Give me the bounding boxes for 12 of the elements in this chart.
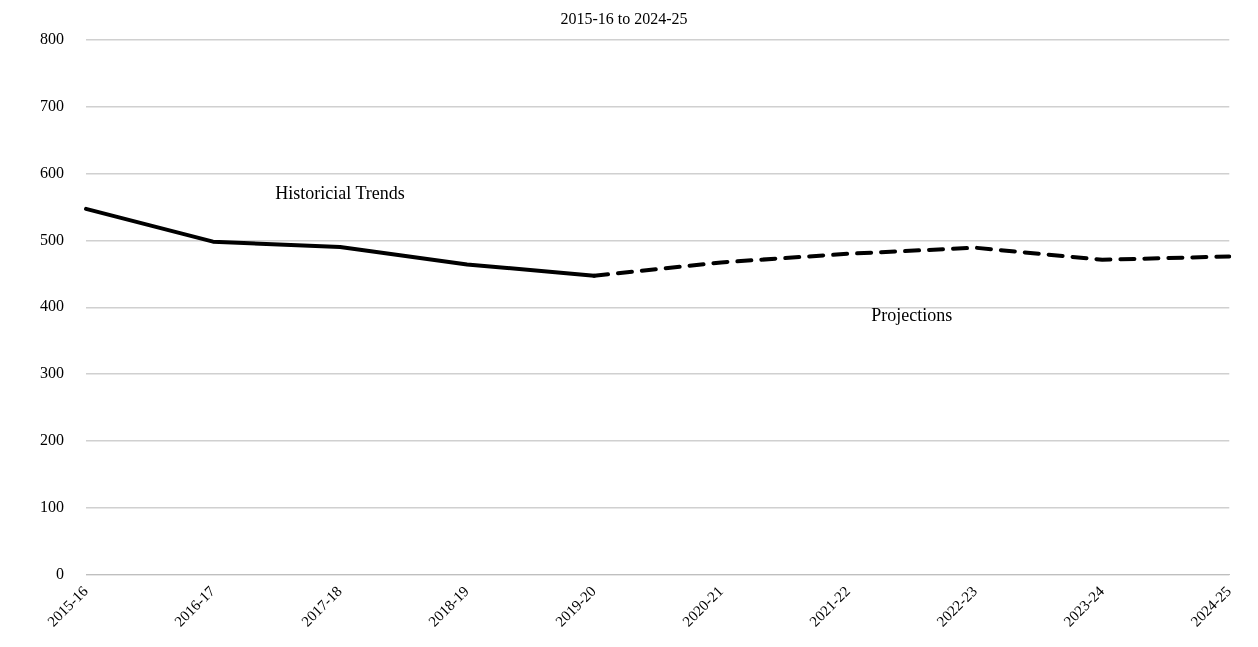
- y-tick-label: 200: [40, 431, 64, 449]
- y-tick-label: 400: [40, 297, 64, 315]
- y-tick-label: 800: [40, 29, 64, 47]
- y-tick-label: 0: [56, 565, 64, 583]
- y-tick-label: 100: [40, 498, 64, 516]
- text: Projections: [871, 304, 953, 325]
- text: Historicial Trends: [275, 182, 405, 203]
- y-tick-label: 300: [40, 364, 64, 382]
- chart-title: 2015-16 to 2024-25: [560, 10, 688, 28]
- y-tick-label: 500: [40, 230, 64, 248]
- y-tick-label: 700: [40, 96, 64, 114]
- y-tick-label: 600: [40, 163, 64, 181]
